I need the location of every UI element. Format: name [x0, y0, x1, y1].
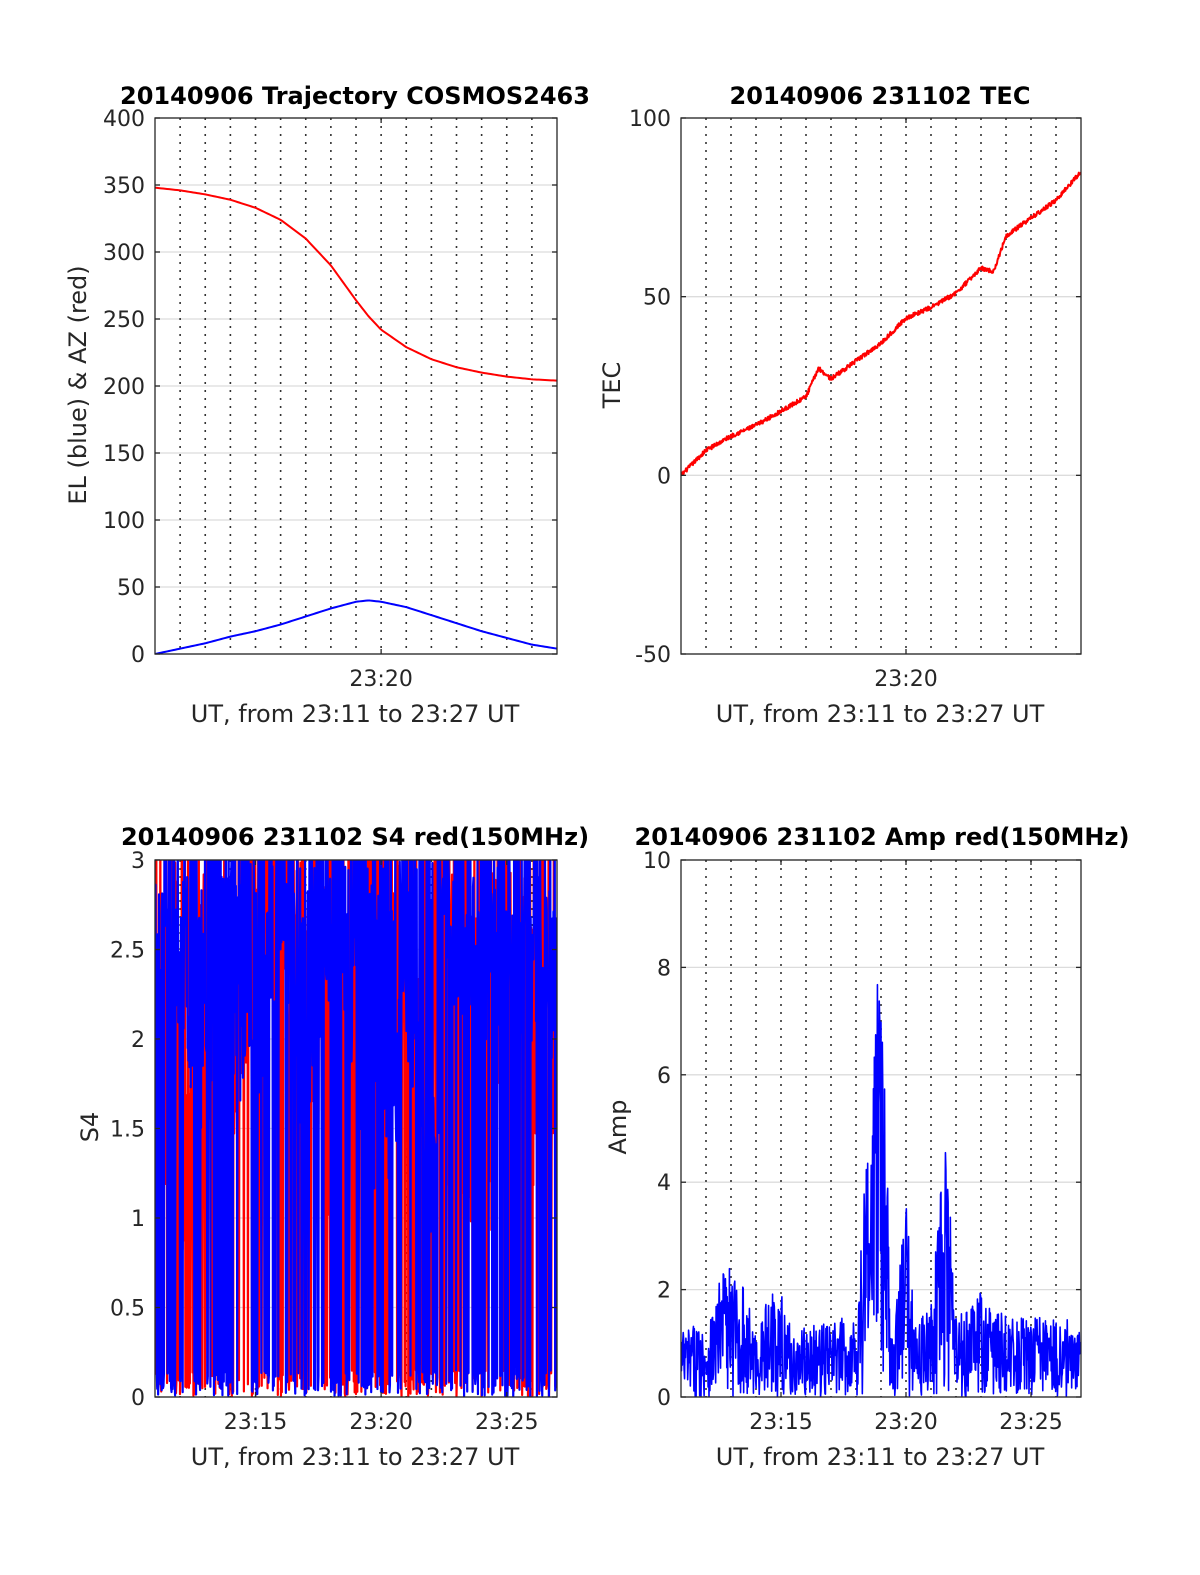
s4-ytick-label-6: 3 [131, 849, 145, 874]
tec-xtick-label-0: 23:20 [874, 667, 937, 692]
trajectory-title: 20140906 Trajectory COSMOS2463 [120, 82, 590, 110]
amp-title: 20140906 231102 Amp red(150MHz) [635, 823, 1130, 851]
tec-title: 20140906 231102 TEC [730, 82, 1031, 110]
tec-xlabel: UT, from 23:11 to 23:27 UT [716, 700, 1045, 728]
trajectory-series-b-line [155, 599, 557, 654]
amp-ytick-label-0: 0 [657, 1386, 671, 1411]
panel-amp: 20140906 231102 Amp red(150MHz) UT, from… [604, 823, 1129, 1471]
tec-ylabel: TEC [598, 362, 626, 410]
s4-ytick-label-1: 0.5 [110, 1297, 145, 1322]
tec-series-a-line [681, 171, 1081, 476]
tec-plot-frame [680, 117, 1082, 655]
s4-xtick-label-1: 23:20 [349, 1410, 412, 1435]
tec-ytick-label-2: 50 [643, 286, 671, 311]
amp-ytick-label-4: 8 [657, 956, 671, 981]
s4-xtick-label-2: 23:25 [475, 1410, 538, 1435]
tec-ytick-label-3: 100 [629, 107, 671, 132]
amp-plot-frame [680, 859, 1082, 1398]
trajectory-ytick-label-4: 200 [103, 375, 145, 400]
amp-ylabel: Amp [604, 1099, 632, 1154]
amp-ytick-label-3: 6 [657, 1064, 671, 1089]
tec-traces [681, 171, 1081, 476]
trajectory-ytick-label-0: 0 [131, 643, 145, 668]
trajectory-ytick-label-1: 50 [117, 576, 145, 601]
panel-tec: 20140906 231102 TEC UT, from 23:11 to 23… [598, 82, 1082, 728]
amp-ytick-label-2: 4 [657, 1171, 671, 1196]
s4-ytick-label-4: 2 [131, 1028, 145, 1053]
amp-ytick-label-5: 10 [643, 849, 671, 874]
s4-traces [155, 860, 557, 1397]
tec-ytick-label-1: 0 [657, 464, 671, 489]
trajectory-ytick-label-2: 100 [103, 509, 145, 534]
trajectory-xtick-label-0: 23:20 [349, 667, 412, 692]
panel-s4: 20140906 231102 S4 red(150MHz) UT, from … [76, 823, 589, 1471]
trajectory-ytick-label-7: 350 [103, 174, 145, 199]
trajectory-ytick-label-6: 300 [103, 241, 145, 266]
trajectory-xlabel: UT, from 23:11 to 23:27 UT [191, 700, 520, 728]
amp-ytick-label-1: 2 [657, 1279, 671, 1304]
amp-xtick-label-2: 23:25 [999, 1410, 1062, 1435]
trajectory-series-a-line [155, 186, 557, 382]
s4-ytick-label-2: 1 [131, 1207, 145, 1232]
s4-ytick-label-5: 2.5 [110, 939, 145, 964]
amp-xlabel: UT, from 23:11 to 23:27 UT [716, 1443, 1045, 1471]
amp-traces [681, 983, 1081, 1397]
s4-ylabel: S4 [76, 1112, 104, 1143]
trajectory-ytick-label-5: 250 [103, 308, 145, 333]
trajectory-ytick-label-8: 400 [103, 107, 145, 132]
amp-xtick-label-0: 23:15 [749, 1410, 812, 1435]
trajectory-ylabel: EL (blue) & AZ (red) [64, 265, 92, 504]
panel-trajectory: 20140906 Trajectory COSMOS2463 UT, from … [64, 82, 590, 728]
s4-ytick-label-0: 0 [131, 1386, 145, 1411]
s4-ytick-label-3: 1.5 [110, 1118, 145, 1143]
s4-series-b-line [155, 860, 557, 1397]
s4-xlabel: UT, from 23:11 to 23:27 UT [191, 1443, 520, 1471]
amp-xtick-label-1: 23:20 [874, 1410, 937, 1435]
trajectory-traces [155, 186, 557, 654]
s4-title: 20140906 231102 S4 red(150MHz) [121, 823, 589, 851]
tec-ytick-label-0: -50 [635, 643, 671, 668]
trajectory-ytick-label-3: 150 [103, 442, 145, 467]
amp-series-a-line [681, 983, 1081, 1397]
s4-xtick-label-0: 23:15 [224, 1410, 287, 1435]
